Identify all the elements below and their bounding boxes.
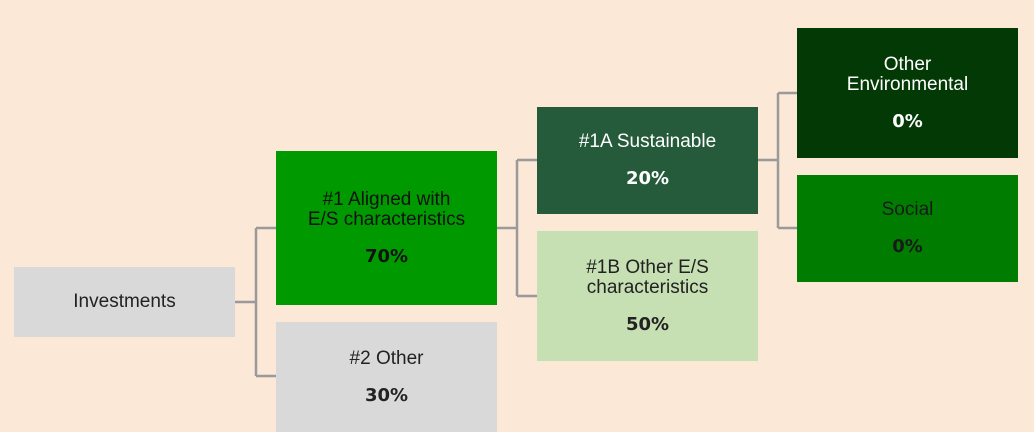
node-value: 0% <box>892 236 923 257</box>
node-value: 70% <box>364 245 409 267</box>
node: #1B Other E/S characteristics 50% <box>537 231 758 361</box>
node: #2 Other 30% <box>276 322 497 432</box>
node-value: 30% <box>364 384 409 406</box>
node: Social 0% <box>797 175 1018 282</box>
node-value: 50% <box>625 313 670 335</box>
node: #1A Sustainable 20% <box>537 107 758 214</box>
node: #1 Aligned with E/S characteristics 70% <box>276 151 497 305</box>
node-label: #2 Other <box>349 347 424 369</box>
connector <box>497 158 537 298</box>
node-label: #1A Sustainable <box>578 131 717 152</box>
node-label: #1 Aligned with E/S characteristics <box>307 188 466 230</box>
node-label: Investments <box>73 291 176 312</box>
connector <box>235 226 276 378</box>
connector <box>758 91 797 230</box>
node-label: Other Environmental <box>846 53 969 95</box>
node-value: 0% <box>892 110 923 132</box>
node: Investments <box>14 267 235 337</box>
node: Other Environmental 0% <box>797 28 1018 158</box>
node-value: 20% <box>625 168 670 189</box>
node-label: #1B Other E/S characteristics <box>586 256 709 298</box>
node-label: Social <box>881 199 934 220</box>
